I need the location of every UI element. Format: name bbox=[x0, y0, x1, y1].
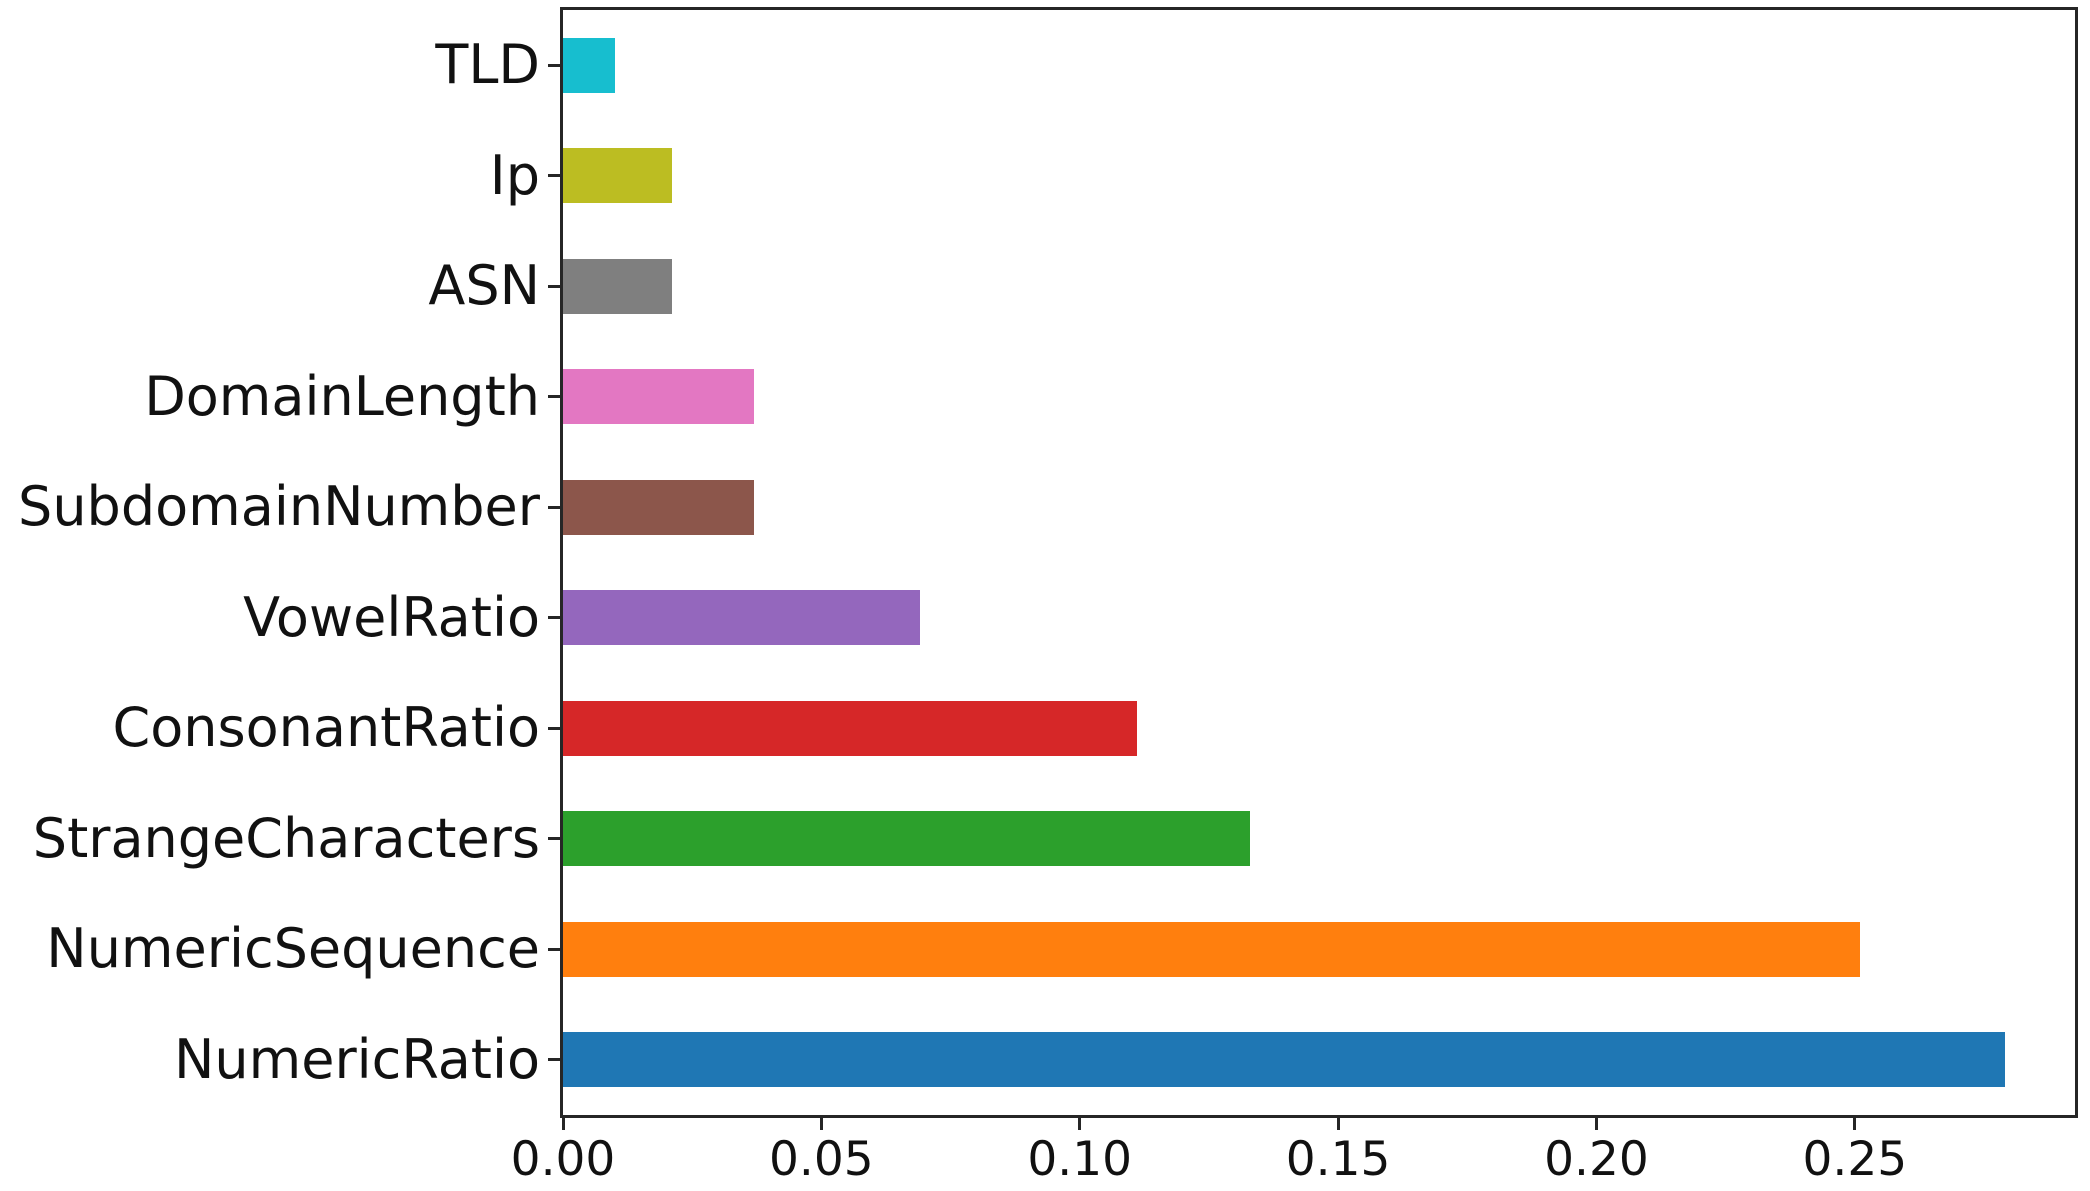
x-axis-tick-mark bbox=[1853, 1118, 1857, 1130]
bar-TLD bbox=[563, 37, 615, 93]
bar-ConsonantRatio bbox=[563, 700, 1137, 756]
category-label-DomainLength: DomainLength bbox=[144, 364, 540, 428]
x-axis-tick-mark bbox=[561, 1118, 565, 1130]
category-label-StrangeCharacters: StrangeCharacters bbox=[32, 806, 540, 870]
y-axis-tick-mark bbox=[548, 726, 560, 730]
x-axis-tick-label: 0.05 bbox=[769, 1132, 874, 1187]
x-axis-tick-label: 0.00 bbox=[510, 1132, 616, 1187]
x-axis-tick-mark bbox=[1078, 1118, 1082, 1130]
category-label-SubdomainNumber: SubdomainNumber bbox=[18, 475, 540, 539]
x-axis-tick-label: 0.25 bbox=[1802, 1132, 1908, 1187]
y-axis-tick-mark bbox=[548, 947, 560, 951]
y-axis-tick-mark bbox=[548, 505, 560, 509]
y-axis-tick-mark bbox=[548, 174, 560, 178]
x-axis-tick-mark bbox=[1336, 1118, 1340, 1130]
category-label-NumericSequence: NumericSequence bbox=[46, 917, 540, 981]
x-axis-tick-label: 0.10 bbox=[1027, 1132, 1133, 1187]
x-axis-tick-label: 0.15 bbox=[1285, 1132, 1391, 1187]
bar-Ip bbox=[563, 148, 672, 204]
bar-NumericSequence bbox=[563, 921, 1861, 977]
plot-area bbox=[560, 7, 2078, 1118]
bar-ASN bbox=[563, 258, 672, 314]
y-axis-tick-mark bbox=[548, 837, 560, 841]
x-axis-tick-mark bbox=[1594, 1118, 1598, 1130]
bar-DomainLength bbox=[563, 369, 755, 425]
bar-SubdomainNumber bbox=[563, 479, 755, 535]
y-axis-tick-mark bbox=[548, 63, 560, 67]
y-axis-tick-mark bbox=[548, 395, 560, 399]
category-label-VowelRatio: VowelRatio bbox=[243, 585, 540, 649]
category-label-Ip: Ip bbox=[489, 143, 540, 207]
category-label-ConsonantRatio: ConsonantRatio bbox=[112, 696, 541, 760]
category-label-TLD: TLD bbox=[435, 33, 540, 97]
x-axis-tick-mark bbox=[819, 1118, 823, 1130]
bar-VowelRatio bbox=[563, 590, 920, 646]
bar-NumericRatio bbox=[563, 1032, 2005, 1088]
x-axis-tick-label: 0.20 bbox=[1544, 1132, 1649, 1187]
y-axis-tick-mark bbox=[548, 1058, 560, 1062]
category-label-ASN: ASN bbox=[428, 254, 540, 318]
y-axis-tick-mark bbox=[548, 616, 560, 620]
bar-StrangeCharacters bbox=[563, 811, 1251, 867]
y-axis-tick-mark bbox=[548, 284, 560, 288]
category-label-NumericRatio: NumericRatio bbox=[174, 1027, 540, 1091]
